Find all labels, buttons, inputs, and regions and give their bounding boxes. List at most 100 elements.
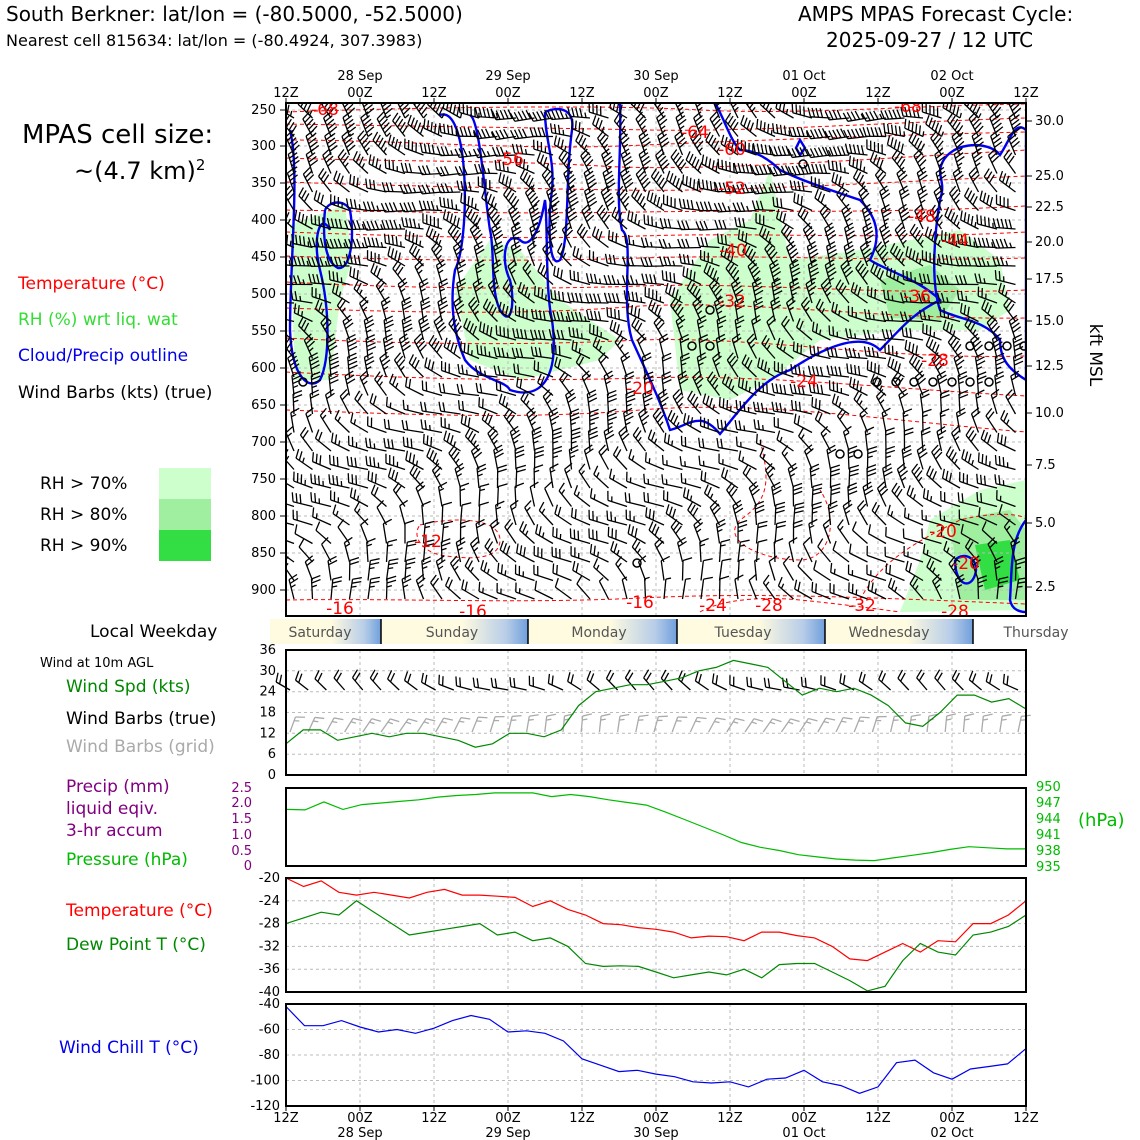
barb-flag xyxy=(847,486,858,492)
barb-flag xyxy=(624,411,634,418)
barb-flag xyxy=(359,133,367,142)
barb-flag xyxy=(464,557,471,567)
wind-barb xyxy=(840,259,854,285)
barb-flag xyxy=(319,455,322,465)
barb-flag xyxy=(768,555,778,562)
barb-flag xyxy=(620,192,628,201)
wind-barb xyxy=(318,168,332,193)
barb-half-flag xyxy=(366,366,372,370)
barb-staff xyxy=(422,410,443,415)
wind-barb xyxy=(772,123,794,138)
barb-flag xyxy=(442,383,446,394)
barb-half-flag xyxy=(867,455,873,459)
barb-half-flag xyxy=(546,399,552,404)
barb-half-flag xyxy=(431,187,435,193)
barb-flag xyxy=(622,256,627,266)
barb-flag xyxy=(595,117,600,127)
barb-half-flag xyxy=(561,489,566,495)
barb-staff xyxy=(330,499,350,508)
barb-flag xyxy=(644,237,649,247)
barb-flag xyxy=(581,370,590,378)
barb-flag xyxy=(505,545,511,555)
wind-barb xyxy=(769,165,794,177)
barb-flag xyxy=(710,281,719,290)
barb-flag xyxy=(524,263,532,272)
barb-half-flag xyxy=(582,128,584,134)
barb-flag xyxy=(893,485,901,495)
barb-flag xyxy=(813,345,816,356)
barb-flag xyxy=(761,228,767,238)
barb-flag xyxy=(567,177,577,186)
barb-flag xyxy=(567,211,577,219)
barb-flag xyxy=(898,170,907,178)
barb-flag xyxy=(401,419,405,430)
barb-flag xyxy=(694,288,701,298)
wind-barb xyxy=(862,481,874,507)
barb-flag xyxy=(759,447,765,457)
barb-flag xyxy=(528,244,537,252)
barb-flag xyxy=(474,107,479,117)
barb-flag xyxy=(633,190,640,200)
barb-flag xyxy=(303,103,308,110)
wind-barb xyxy=(887,356,905,378)
barb-flag xyxy=(621,275,627,285)
wind-barb xyxy=(751,200,776,212)
barb-flag xyxy=(353,279,359,289)
wind-barb xyxy=(430,574,443,600)
wind-barb xyxy=(699,249,720,267)
barb-flag xyxy=(756,143,760,154)
barb-flag xyxy=(902,452,913,459)
wind-barb xyxy=(624,371,635,396)
wind-barb xyxy=(496,582,517,600)
wind-barb xyxy=(290,407,300,433)
barb-flag xyxy=(656,103,663,109)
wind-barb xyxy=(847,564,868,582)
barb-flag xyxy=(456,106,460,117)
barb-flag xyxy=(616,337,624,346)
barb-flag xyxy=(316,274,320,284)
barb-staff xyxy=(755,389,776,397)
wind-barb xyxy=(640,257,665,268)
barb-flag xyxy=(468,181,472,192)
wind-barb xyxy=(382,333,395,359)
wind-barb xyxy=(322,148,336,174)
barb-flag xyxy=(811,365,816,376)
barb-flag xyxy=(790,282,800,288)
barb-half-flag xyxy=(845,217,851,223)
barb-staff xyxy=(286,195,295,211)
wind-barb xyxy=(885,445,896,470)
barb-flag xyxy=(583,155,592,164)
barb-flag xyxy=(482,298,489,308)
barb-flag xyxy=(305,129,315,137)
wind-barb xyxy=(498,393,517,415)
wind-barb xyxy=(863,309,887,323)
barb-flag xyxy=(615,233,618,243)
barb-flag xyxy=(493,229,503,237)
temp-contour-20 xyxy=(286,406,1026,433)
barb-flag xyxy=(534,454,544,459)
barb-flag xyxy=(908,107,912,118)
barb-flag xyxy=(356,282,362,292)
barb-half-flag xyxy=(474,310,479,316)
barb-staff xyxy=(449,562,462,581)
barb-flag xyxy=(529,414,538,422)
barb-flag xyxy=(475,248,485,255)
wind-barb xyxy=(885,526,905,545)
barb-flag xyxy=(686,489,690,499)
barb-staff xyxy=(627,312,646,323)
wind-barb xyxy=(643,473,665,489)
barb-flag xyxy=(830,347,834,357)
barb-flag xyxy=(356,269,359,280)
barb-staff xyxy=(399,505,406,526)
barb-flag xyxy=(776,524,786,529)
barb-flag xyxy=(431,144,435,155)
barb-flag xyxy=(435,555,445,562)
cloud-outline-9 xyxy=(953,554,978,585)
barb-flag xyxy=(695,221,701,231)
wind-barb xyxy=(348,576,362,600)
barb-flag xyxy=(528,203,538,211)
barb-flag xyxy=(718,219,723,230)
barb-flag xyxy=(864,252,873,260)
barb-flag xyxy=(665,271,668,281)
barb-half-flag xyxy=(514,221,520,226)
